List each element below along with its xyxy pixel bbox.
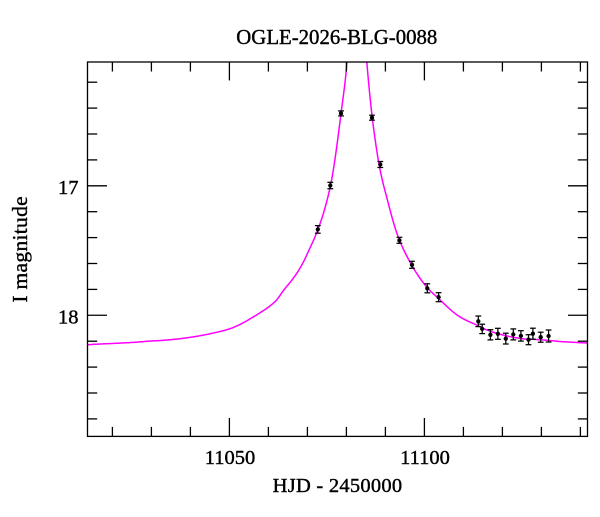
svg-text:17: 17 bbox=[58, 177, 79, 199]
svg-text:18: 18 bbox=[58, 306, 79, 328]
svg-text:I magnitude: I magnitude bbox=[8, 196, 32, 303]
svg-text:HJD - 2450000: HJD - 2450000 bbox=[273, 475, 403, 497]
svg-text:11050: 11050 bbox=[205, 447, 256, 469]
svg-text:11100: 11100 bbox=[400, 447, 450, 469]
svg-text:OGLE-2026-BLG-0088: OGLE-2026-BLG-0088 bbox=[236, 26, 437, 49]
